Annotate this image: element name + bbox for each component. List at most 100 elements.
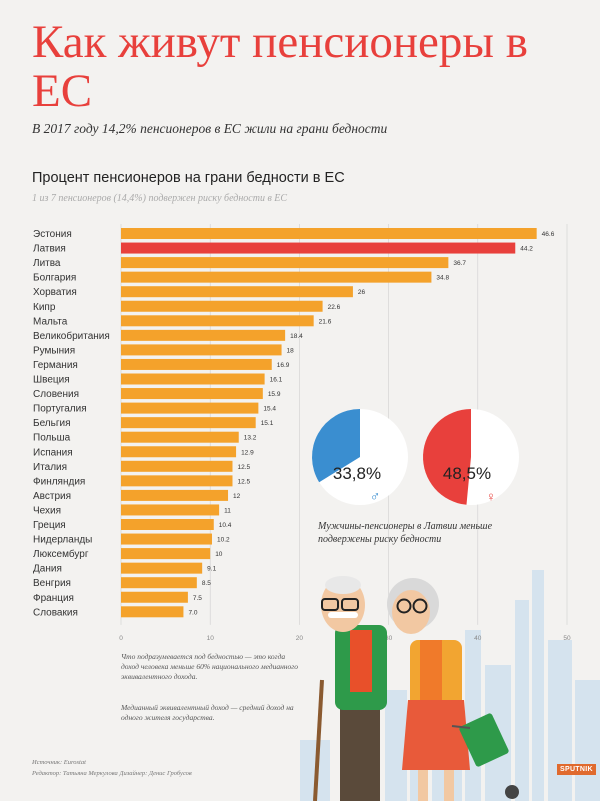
category-label: Франция bbox=[33, 593, 74, 604]
bar bbox=[121, 417, 256, 429]
x-tick-label: 30 bbox=[385, 635, 393, 642]
bar bbox=[121, 591, 188, 603]
category-label: Бельгия bbox=[33, 418, 71, 429]
value-label: 13.2 bbox=[244, 435, 257, 442]
x-tick-label: 0 bbox=[119, 635, 123, 642]
value-label: 11 bbox=[224, 507, 231, 514]
male-pie-slice bbox=[312, 409, 360, 483]
value-label: 18 bbox=[287, 347, 295, 354]
category-label: Австрия bbox=[33, 491, 71, 502]
category-label: Италия bbox=[33, 462, 67, 473]
bar bbox=[121, 577, 197, 589]
category-label: Мальта bbox=[33, 316, 68, 327]
value-label: 7.0 bbox=[188, 609, 197, 616]
category-label: Люксембург bbox=[33, 548, 89, 560]
value-label: 12 bbox=[233, 493, 241, 500]
value-label: 7.5 bbox=[193, 595, 202, 602]
category-label: Словакия bbox=[33, 607, 78, 618]
x-tick-label: 40 bbox=[474, 635, 482, 642]
bar bbox=[121, 519, 214, 530]
value-label: 36.7 bbox=[453, 260, 466, 267]
category-label: Эстония bbox=[33, 229, 72, 240]
category-label: Латвия bbox=[33, 244, 66, 255]
bar bbox=[121, 606, 184, 618]
category-label: Чехия bbox=[33, 505, 61, 516]
value-label: 15.9 bbox=[268, 391, 281, 398]
bar bbox=[121, 489, 229, 501]
value-label: 21.6 bbox=[319, 318, 332, 325]
value-label: 12.5 bbox=[238, 464, 251, 471]
category-label: Польша bbox=[33, 433, 71, 444]
bar bbox=[121, 271, 432, 283]
female-pie-slice bbox=[423, 409, 471, 505]
bar bbox=[121, 533, 212, 545]
median-income-note: Медианный эквивалентный доход — средний … bbox=[121, 703, 294, 722]
male-symbol-icon: ♂ bbox=[370, 488, 381, 504]
x-tick-label: 50 bbox=[563, 635, 571, 642]
value-label: 10.4 bbox=[219, 522, 232, 529]
value-label: 8.5 bbox=[202, 580, 211, 587]
category-label: Словения bbox=[33, 389, 79, 400]
chart-title: Процент пенсионеров на грани бедности в … bbox=[32, 170, 345, 186]
value-label: 9.1 bbox=[207, 566, 216, 573]
category-label: Хорватия bbox=[33, 287, 77, 298]
pie-caption: Мужчины-пенсионеры в Латвии меньше подве… bbox=[318, 521, 493, 545]
value-label: 10.2 bbox=[217, 537, 230, 544]
bar bbox=[121, 402, 259, 414]
bar bbox=[121, 315, 314, 327]
value-label: 10 bbox=[215, 551, 223, 558]
category-label: Великобритания bbox=[33, 330, 110, 342]
x-axis-ticks: 0 10 20 30 40 50 bbox=[119, 635, 571, 642]
value-label: 26 bbox=[358, 289, 366, 296]
category-label: Литва bbox=[33, 258, 61, 269]
x-tick-label: 10 bbox=[207, 635, 215, 642]
page-subtitle: В 2017 году 14,2% пенсионеров в ЕС жили … bbox=[32, 121, 388, 136]
page-title: Как живут пенсионеры в ЕС bbox=[32, 16, 528, 117]
category-label: Румыния bbox=[33, 345, 75, 356]
editors-credit: Редактор: Татьяна Меркулова Дизайнер: Де… bbox=[32, 770, 192, 777]
value-label: 34.8 bbox=[436, 275, 449, 282]
category-label: Швеция bbox=[33, 375, 70, 386]
value-label: 46.6 bbox=[542, 231, 555, 238]
source-credit: Источник: Eurostat bbox=[32, 759, 86, 766]
value-label: 18.4 bbox=[290, 333, 303, 340]
female-pie: 48,5% ♀ bbox=[423, 409, 519, 505]
bar bbox=[121, 431, 239, 443]
value-label: 44.2 bbox=[520, 246, 533, 253]
bar bbox=[121, 358, 272, 370]
category-label: Дания bbox=[33, 564, 62, 575]
value-label: 22.6 bbox=[328, 304, 341, 311]
female-pie-value: 48,5% bbox=[443, 464, 491, 483]
male-pie: 33,8% ♂ bbox=[312, 409, 408, 505]
bar bbox=[121, 242, 516, 254]
bar bbox=[121, 460, 233, 472]
bar bbox=[121, 504, 220, 516]
bar bbox=[121, 388, 263, 400]
male-pie-value: 33,8% bbox=[333, 464, 381, 483]
chart-subtitle: 1 из 7 пенсионеров (14,4%) подвержен рис… bbox=[32, 193, 288, 204]
sputnik-logo: SPUTNIK bbox=[557, 764, 596, 775]
bar bbox=[121, 286, 353, 298]
category-label: Греция bbox=[33, 520, 66, 531]
elderly-couple-illustration bbox=[313, 576, 519, 801]
category-label: Нидерланды bbox=[33, 535, 92, 546]
bar bbox=[121, 228, 537, 239]
bar bbox=[121, 344, 282, 356]
value-label: 16.9 bbox=[277, 362, 290, 369]
bar bbox=[121, 562, 203, 574]
chart-bars: Эстония 46.6 Латвия 44.2 Литва 36.7 Болгария 34… bbox=[33, 228, 555, 618]
category-label: Португалия bbox=[33, 404, 87, 415]
female-symbol-icon: ♀ bbox=[486, 489, 496, 504]
bar bbox=[121, 300, 323, 312]
value-label: 15.1 bbox=[261, 420, 274, 427]
category-label: Финляндия bbox=[33, 476, 85, 487]
poverty-definition-note: Что подразумевается под бедностью — это … bbox=[121, 652, 298, 681]
bar bbox=[121, 446, 237, 458]
bar bbox=[121, 329, 286, 341]
value-label: 16.1 bbox=[270, 377, 283, 384]
bar bbox=[121, 257, 449, 269]
value-label: 12.9 bbox=[241, 449, 254, 456]
value-label: 15.4 bbox=[263, 406, 276, 413]
category-label: Кипр bbox=[33, 302, 56, 313]
